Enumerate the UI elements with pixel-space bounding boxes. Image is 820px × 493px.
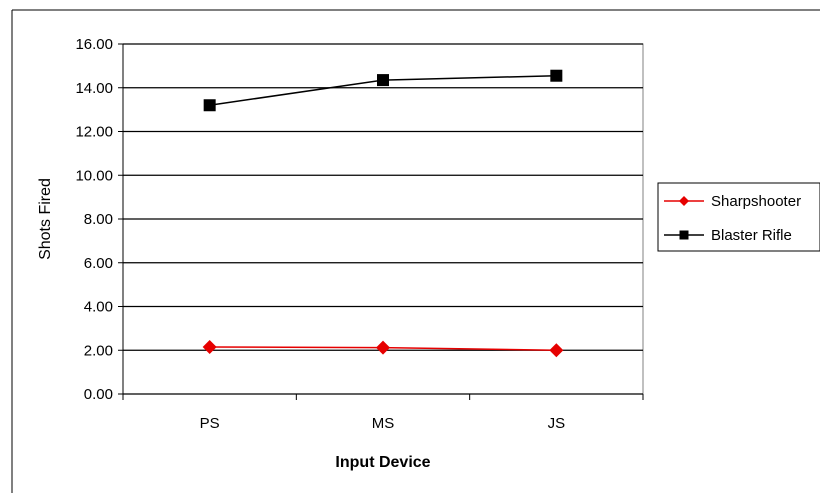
x-axis: PS MS JS bbox=[122, 393, 644, 432]
grid-lines bbox=[123, 43, 643, 351]
legend-marker bbox=[679, 196, 689, 206]
data-point bbox=[376, 340, 390, 355]
legend-label: Sharpshooter bbox=[711, 193, 801, 210]
series-layer bbox=[202, 69, 564, 358]
legend-entry: Sharpshooter bbox=[664, 193, 801, 210]
x-tick-label: PS bbox=[200, 415, 220, 432]
y-axis: 0.00 2.00 4.00 6.00 8.00 10.00 12.00 14.00 16.00 bbox=[75, 36, 124, 403]
y-axis-title: Shots Fired bbox=[37, 178, 54, 260]
legend-label: Blaster Rifle bbox=[711, 227, 792, 244]
x-tick-label: MS bbox=[372, 415, 395, 432]
legend-entry: Blaster Rifle bbox=[664, 227, 792, 244]
y-tick-label: 14.00 bbox=[75, 80, 113, 97]
series-sharpshooter bbox=[202, 339, 564, 358]
legend-box bbox=[657, 182, 820, 252]
y-tick-label: 6.00 bbox=[84, 255, 113, 272]
data-point bbox=[202, 339, 217, 354]
series-blaster-rifle bbox=[203, 69, 563, 112]
x-axis-title: Input Device bbox=[335, 454, 430, 471]
y-tick-label: 10.00 bbox=[75, 167, 113, 184]
data-point bbox=[549, 343, 564, 358]
data-point bbox=[203, 99, 216, 112]
y-tick-label: 12.00 bbox=[75, 124, 113, 141]
y-tick-label: 4.00 bbox=[84, 299, 113, 316]
data-point bbox=[377, 74, 389, 87]
legend: Sharpshooter Blaster Rifle bbox=[657, 182, 820, 252]
y-tick-label: 8.00 bbox=[84, 211, 113, 228]
y-tick-label: 16.00 bbox=[75, 36, 113, 53]
y-tick-label: 0.00 bbox=[84, 386, 113, 403]
legend-marker bbox=[679, 230, 689, 240]
y-tick-label: 2.00 bbox=[84, 342, 113, 359]
x-tick-label: JS bbox=[548, 415, 566, 432]
data-point bbox=[550, 69, 563, 82]
